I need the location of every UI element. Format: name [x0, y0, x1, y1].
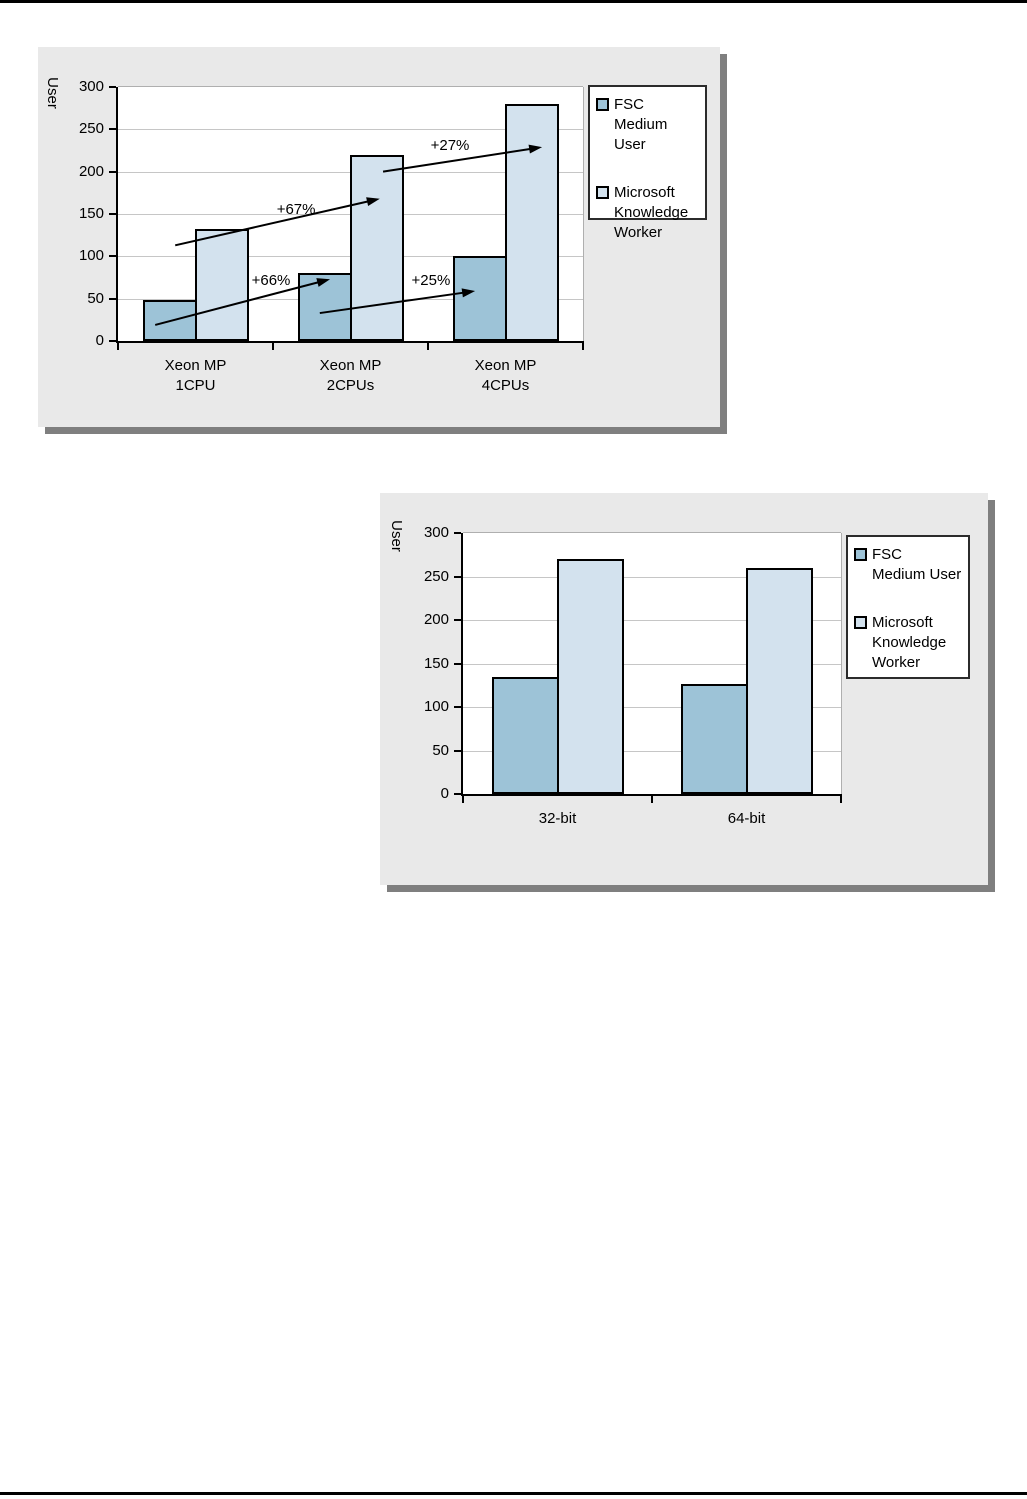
y-tick-label: 250: [78, 120, 104, 138]
y-tick-label: 300: [78, 78, 104, 95]
annotation-label: +25%: [411, 271, 451, 289]
y-tick: [454, 532, 461, 534]
y-tick: [109, 255, 116, 258]
legend-swatch-microsoft-knowledge-worker: [596, 186, 609, 199]
annotation-label: +27%: [430, 137, 470, 155]
gridline: [463, 576, 841, 578]
y-tick-label: 200: [423, 611, 449, 628]
legend-label: Microsoft Knowledge Worker: [872, 614, 947, 671]
legend-label: FSC Medium User: [614, 96, 668, 153]
y-tick-label: 100: [423, 698, 449, 715]
y-tick-label: 50: [432, 741, 449, 759]
annotation-label: +66%: [251, 271, 291, 289]
bar-microsoft-knowledge-worker: [745, 567, 813, 794]
y-tick-label: 100: [78, 247, 104, 265]
annotation-label: +67%: [276, 200, 316, 218]
x-category-label: 32-bit: [538, 810, 577, 827]
gridline: [118, 129, 583, 131]
y-tick: [109, 213, 116, 215]
y-tick: [454, 619, 461, 621]
chart-32bit-vs-64bit: 0 50 100 150 200 250 300 32-bit 64-bit User FSC Med…: [380, 493, 988, 885]
legend-item-microsoft-knowledge-worker: Microsoft Knowledge Worker: [596, 183, 699, 243]
y-tick: [454, 662, 461, 665]
y-tick: [454, 706, 461, 708]
y-tick-label: 50: [87, 289, 104, 307]
legend-item-microsoft-knowledge-worker: Microsoft Knowledge Worker: [854, 613, 962, 673]
x-category-label: Xeon MP 2CPUs: [319, 357, 382, 394]
y-tick-label: 0: [95, 332, 104, 349]
legend-swatch-fsc-medium-user: [596, 98, 609, 111]
y-axis: [116, 87, 118, 343]
chart-cpu-scaling: 0 50 100 150 200 250 300 Xeon MP 1CPU Xeon MP 2CPU…: [38, 47, 720, 427]
legend: FSC Medium User Microsoft Knowledge Worker: [846, 535, 970, 679]
legend-item-fsc-medium-user: FSC Medium User: [854, 545, 962, 585]
gridline: [463, 750, 841, 752]
page-top-rule: [0, 0, 1027, 3]
plot-border-right: [841, 533, 842, 794]
y-tick-label: 150: [78, 205, 104, 222]
legend-label: FSC Medium User: [872, 546, 962, 583]
y-tick-label: 200: [78, 162, 104, 180]
y-tick-label: 150: [423, 654, 449, 672]
bar-microsoft-knowledge-worker: [556, 559, 624, 794]
y-axis: [461, 533, 463, 796]
gridline: [463, 620, 841, 621]
x-tick: [651, 796, 653, 803]
y-tick-label: 250: [423, 567, 449, 585]
x-tick: [840, 796, 842, 803]
y-tick: [109, 170, 116, 173]
x-category-label: 64-bit: [727, 810, 766, 827]
y-tick: [454, 575, 461, 578]
y-tick: [109, 297, 116, 300]
x-category-label: Xeon MP 1CPU: [164, 357, 227, 394]
bar-microsoft-knowledge-worker: [194, 229, 249, 341]
gridline: [463, 663, 841, 665]
x-tick: [462, 796, 464, 803]
x-tick: [272, 343, 274, 350]
bar-fsc-medium-user: [142, 300, 197, 341]
legend-label: Microsoft Knowledge Worker: [614, 184, 689, 241]
bar-fsc-medium-user: [297, 273, 352, 341]
legend-swatch-microsoft-knowledge-worker: [854, 616, 867, 629]
x-tick: [117, 343, 119, 350]
x-axis: [461, 794, 842, 796]
x-tick: [582, 343, 584, 350]
legend-swatch-fsc-medium-user: [854, 548, 867, 561]
x-tick: [427, 343, 429, 350]
x-category-label: Xeon MP 4CPUs: [474, 357, 537, 394]
bar-fsc-medium-user: [491, 676, 559, 794]
y-tick: [109, 86, 116, 88]
bar-microsoft-knowledge-worker: [504, 103, 559, 341]
legend-item-fsc-medium-user: FSC Medium User: [596, 95, 699, 155]
y-tick: [454, 749, 461, 752]
y-tick-label: 300: [423, 524, 449, 541]
y-tick: [109, 340, 116, 342]
y-tick: [109, 128, 116, 131]
y-axis-title: User: [44, 77, 61, 109]
y-axis-title: User: [388, 520, 405, 552]
bar-microsoft-knowledge-worker: [349, 154, 404, 341]
y-tick: [454, 793, 461, 795]
bar-fsc-medium-user: [680, 684, 748, 794]
legend: FSC Medium User Microsoft Knowledge Worker: [588, 85, 707, 241]
gridline: [463, 707, 841, 708]
page-bottom-rule: [0, 1492, 1027, 1495]
x-axis: [116, 341, 584, 343]
plot-border-right: [583, 87, 584, 341]
bar-fsc-medium-user: [452, 256, 507, 341]
y-tick-label: 0: [440, 785, 449, 802]
